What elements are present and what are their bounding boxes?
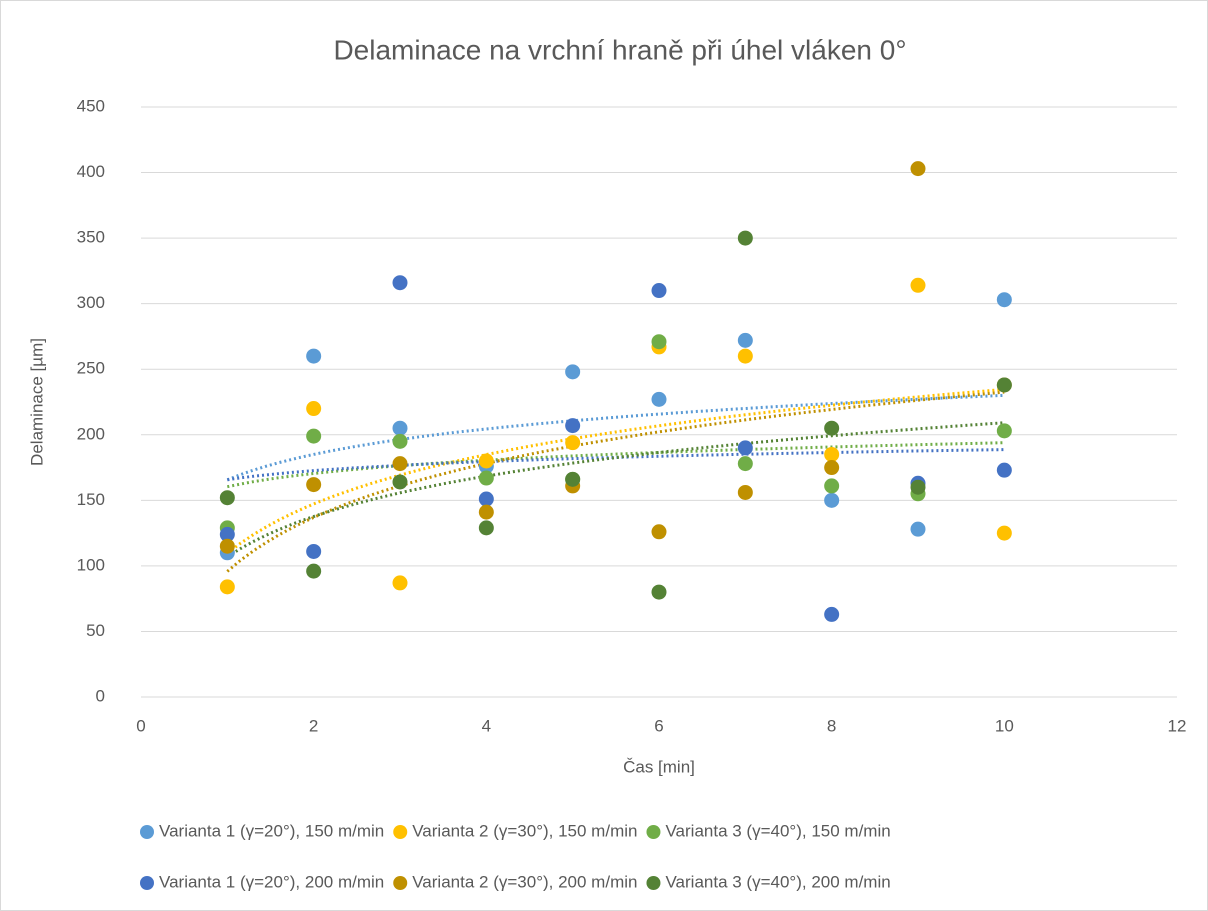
trendline xyxy=(226,421,1005,559)
x-tick-label: 2 xyxy=(309,716,318,735)
y-tick-label: 450 xyxy=(77,96,105,115)
legend-marker xyxy=(140,825,154,839)
data-point xyxy=(478,520,494,536)
data-point xyxy=(824,606,840,622)
x-tick-label: 8 xyxy=(827,716,836,735)
data-point xyxy=(996,525,1012,541)
y-tick-label: 100 xyxy=(77,555,105,574)
data-point xyxy=(478,470,494,486)
data-point xyxy=(824,478,840,494)
legend-marker xyxy=(140,876,154,890)
data-point xyxy=(392,474,408,490)
data-point xyxy=(824,446,840,462)
data-point xyxy=(737,230,753,246)
legend-label: Varianta 3 (γ=40°), 200 m/min xyxy=(665,872,890,891)
data-point xyxy=(306,428,322,444)
y-tick-label: 150 xyxy=(77,490,105,509)
data-point xyxy=(910,479,926,495)
x-axis-label: Čas [min] xyxy=(623,757,695,776)
data-point xyxy=(737,440,753,456)
legend-marker xyxy=(393,825,408,839)
legend-marker xyxy=(646,825,661,839)
data-point xyxy=(737,456,753,472)
data-point xyxy=(737,484,753,500)
legend-label: Varianta 1 (γ=20°), 150 m/min xyxy=(159,821,384,840)
data-point xyxy=(306,563,322,579)
data-point xyxy=(219,490,235,506)
data-point xyxy=(824,420,840,436)
data-point xyxy=(737,348,753,364)
data-point xyxy=(565,435,581,451)
data-point xyxy=(737,332,753,348)
data-point xyxy=(219,538,235,554)
y-tick-label: 0 xyxy=(96,686,105,705)
legend-label: Varianta 2 (γ=30°), 200 m/min xyxy=(412,872,637,891)
data-point xyxy=(565,418,581,434)
data-point xyxy=(824,460,840,476)
data-point xyxy=(910,161,926,177)
data-point xyxy=(651,584,667,600)
chart-title: Delaminace na vrchní hraně při úhel vlák… xyxy=(333,34,906,65)
data-point xyxy=(392,420,408,436)
legend-marker xyxy=(393,876,408,890)
x-tick-label: 6 xyxy=(654,716,663,735)
data-point xyxy=(910,277,926,293)
data-point xyxy=(306,401,322,417)
y-tick-label: 300 xyxy=(77,293,105,312)
x-tick-label: 10 xyxy=(995,716,1014,735)
data-point xyxy=(910,521,926,537)
y-tick-label: 350 xyxy=(77,228,105,247)
data-point xyxy=(996,423,1012,439)
legend-label: Varianta 2 (γ=30°), 150 m/min xyxy=(412,821,637,840)
y-axis-label: Delaminace [µm] xyxy=(27,338,46,466)
data-point xyxy=(219,526,235,542)
trendline xyxy=(227,448,1005,482)
data-point xyxy=(478,491,494,507)
y-tick-label: 200 xyxy=(77,424,105,443)
data-point xyxy=(392,575,408,591)
data-point xyxy=(306,348,322,364)
trendline xyxy=(226,387,1005,555)
y-tick-label: 250 xyxy=(77,359,105,378)
legend-label: Varianta 1 (γ=20°), 200 m/min xyxy=(159,872,384,891)
data-point xyxy=(219,579,235,595)
data-point xyxy=(565,364,581,380)
data-point xyxy=(306,477,322,493)
x-tick-label: 0 xyxy=(136,716,145,735)
data-point xyxy=(392,433,408,449)
legend-label: Varianta 3 (γ=40°), 150 m/min xyxy=(665,821,890,840)
data-point xyxy=(651,524,667,540)
x-tick-label: 4 xyxy=(482,716,491,735)
y-tick-label: 50 xyxy=(86,621,105,640)
y-tick-label: 400 xyxy=(77,162,105,181)
data-point xyxy=(478,504,494,520)
legend-marker xyxy=(646,876,661,890)
data-point xyxy=(996,377,1012,393)
data-point xyxy=(651,334,667,350)
data-point xyxy=(306,543,322,559)
data-point xyxy=(824,492,840,508)
data-point xyxy=(996,292,1012,308)
x-tick-label: 12 xyxy=(1168,716,1187,735)
data-point xyxy=(392,456,408,472)
data-point xyxy=(392,275,408,291)
trendline xyxy=(226,390,1005,573)
data-point xyxy=(651,283,667,299)
data-point xyxy=(565,471,581,487)
data-point xyxy=(651,391,667,407)
data-point xyxy=(996,462,1012,478)
data-point xyxy=(478,453,494,469)
